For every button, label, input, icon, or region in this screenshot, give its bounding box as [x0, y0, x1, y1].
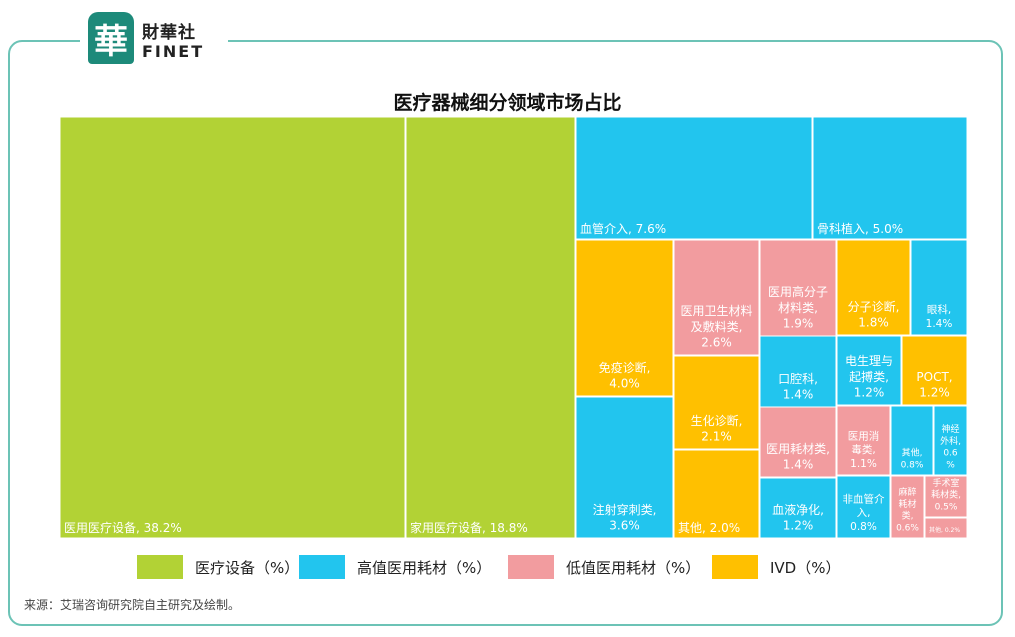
treemap-cell-24: [924, 517, 968, 539]
brand-name-en: FINET: [142, 42, 205, 61]
treemap-cell-5: [575, 239, 674, 397]
treemap-cell-4: [812, 116, 968, 240]
treemap-cell-8: [673, 355, 760, 450]
treemap-cell-16: [901, 335, 968, 406]
treemap-cell-12: [910, 239, 968, 336]
treemap-cell-22: [890, 475, 925, 539]
treemap-label-8: 生化诊断, 2.1%: [691, 413, 743, 444]
legend-item-ivd: IVD（%）: [712, 554, 841, 580]
treemap-label-2: 家用医疗设备, 18.8%: [410, 520, 528, 535]
treemap-cell-15: [836, 335, 902, 406]
treemap-label-15: 电生理与起搏类, 1.2%: [845, 354, 893, 399]
treemap-cell-3: [575, 116, 813, 240]
treemap-label-22: 麻醉耗材类, 0.6%: [896, 486, 919, 533]
treemap-label-14: 医用耗材类, 1.4%: [766, 442, 830, 472]
brand-name-cn: 財華社: [142, 23, 196, 43]
treemap-cell-1: [59, 116, 406, 539]
treemap-label-17: 血液净化, 1.2%: [772, 502, 824, 533]
legend-label-low: 低值医用耗材（%）: [566, 558, 701, 577]
treemap-cell-21: [836, 475, 891, 539]
source-note: 来源：艾瑞咨询研究院自主研究及绘制。: [24, 598, 241, 612]
legend-item-low: 低值医用耗材（%）: [508, 554, 700, 580]
treemap-cell-18: [836, 405, 891, 476]
chart-legend: 医疗设备（%） 高值医用耗材（%） 低值医用耗材（%） IVD（%）: [0, 554, 1015, 584]
treemap-label-18: 医用消毒类, 1.1%: [848, 430, 880, 470]
treemap-label-7: 医用卫生材料及敷料类, 2.6%: [680, 304, 752, 349]
legend-label-equipment: 医疗设备（%）: [195, 558, 300, 577]
treemap-label-11: 分子诊断, 1.8%: [848, 299, 900, 330]
treemap-cell-11: [836, 239, 911, 336]
legend-swatch-ivd: [712, 555, 758, 579]
chart-frame: [8, 40, 1003, 626]
treemap-cell-6: [575, 396, 674, 539]
legend-swatch-high: [299, 555, 345, 579]
treemap-label-4: 骨科植入, 5.0%: [817, 221, 903, 236]
treemap-cell-7: [673, 239, 760, 356]
treemap-label-5: 免疫诊断, 4.0%: [599, 360, 651, 391]
legend-swatch-equipment: [137, 555, 183, 579]
treemap-cell-10: [759, 239, 837, 337]
treemap-cell-2: [405, 116, 576, 539]
treemap-label-3: 血管介入, 7.6%: [580, 221, 666, 236]
treemap-label-9: 其他, 2.0%: [678, 521, 740, 535]
treemap-cell-13: [759, 335, 837, 408]
treemap-label-20: 神经外科, 0.6%: [940, 423, 961, 470]
treemap-cell-9: [673, 449, 760, 539]
legend-label-ivd: IVD（%）: [770, 558, 841, 577]
chart-title: 医疗器械细分领域市场占比: [393, 92, 622, 114]
treemap-label-19: 其他, 0.8%: [901, 447, 924, 471]
treemap-cell-20: [933, 405, 968, 476]
treemap-cell-14: [759, 406, 837, 478]
finet-logo: 華 財華社 FINET: [80, 10, 228, 70]
treemap-label-13: 口腔科, 1.4%: [778, 371, 818, 402]
legend-item-equipment: 医疗设备（%）: [137, 554, 299, 580]
legend-label-high: 高值医用耗材（%）: [357, 558, 492, 577]
legend-item-high: 高值医用耗材（%）: [299, 554, 491, 580]
treemap-cell-19: [890, 405, 934, 476]
treemap-label-23: 手术室耗材类, 0.5%: [931, 477, 961, 512]
treemap-label-21: 非血管介入, 0.8%: [843, 493, 885, 533]
treemap-label-1: 医用医疗设备, 38.2%: [64, 521, 182, 535]
treemap-cell-17: [759, 477, 837, 539]
treemap-label-24: 其他, 0.2%: [929, 526, 960, 534]
treemap-label-6: 注射穿刺类, 3.6%: [593, 502, 657, 533]
hua-logo-icon: 華: [88, 12, 134, 64]
legend-swatch-low: [508, 555, 554, 579]
treemap-cell-23: [924, 475, 968, 518]
treemap-label-10: 医用高分子材料类, 1.9%: [768, 284, 828, 330]
treemap-label-12: 眼科, 1.4%: [926, 303, 953, 330]
treemap-label-16: POCT, 1.2%: [916, 370, 952, 400]
